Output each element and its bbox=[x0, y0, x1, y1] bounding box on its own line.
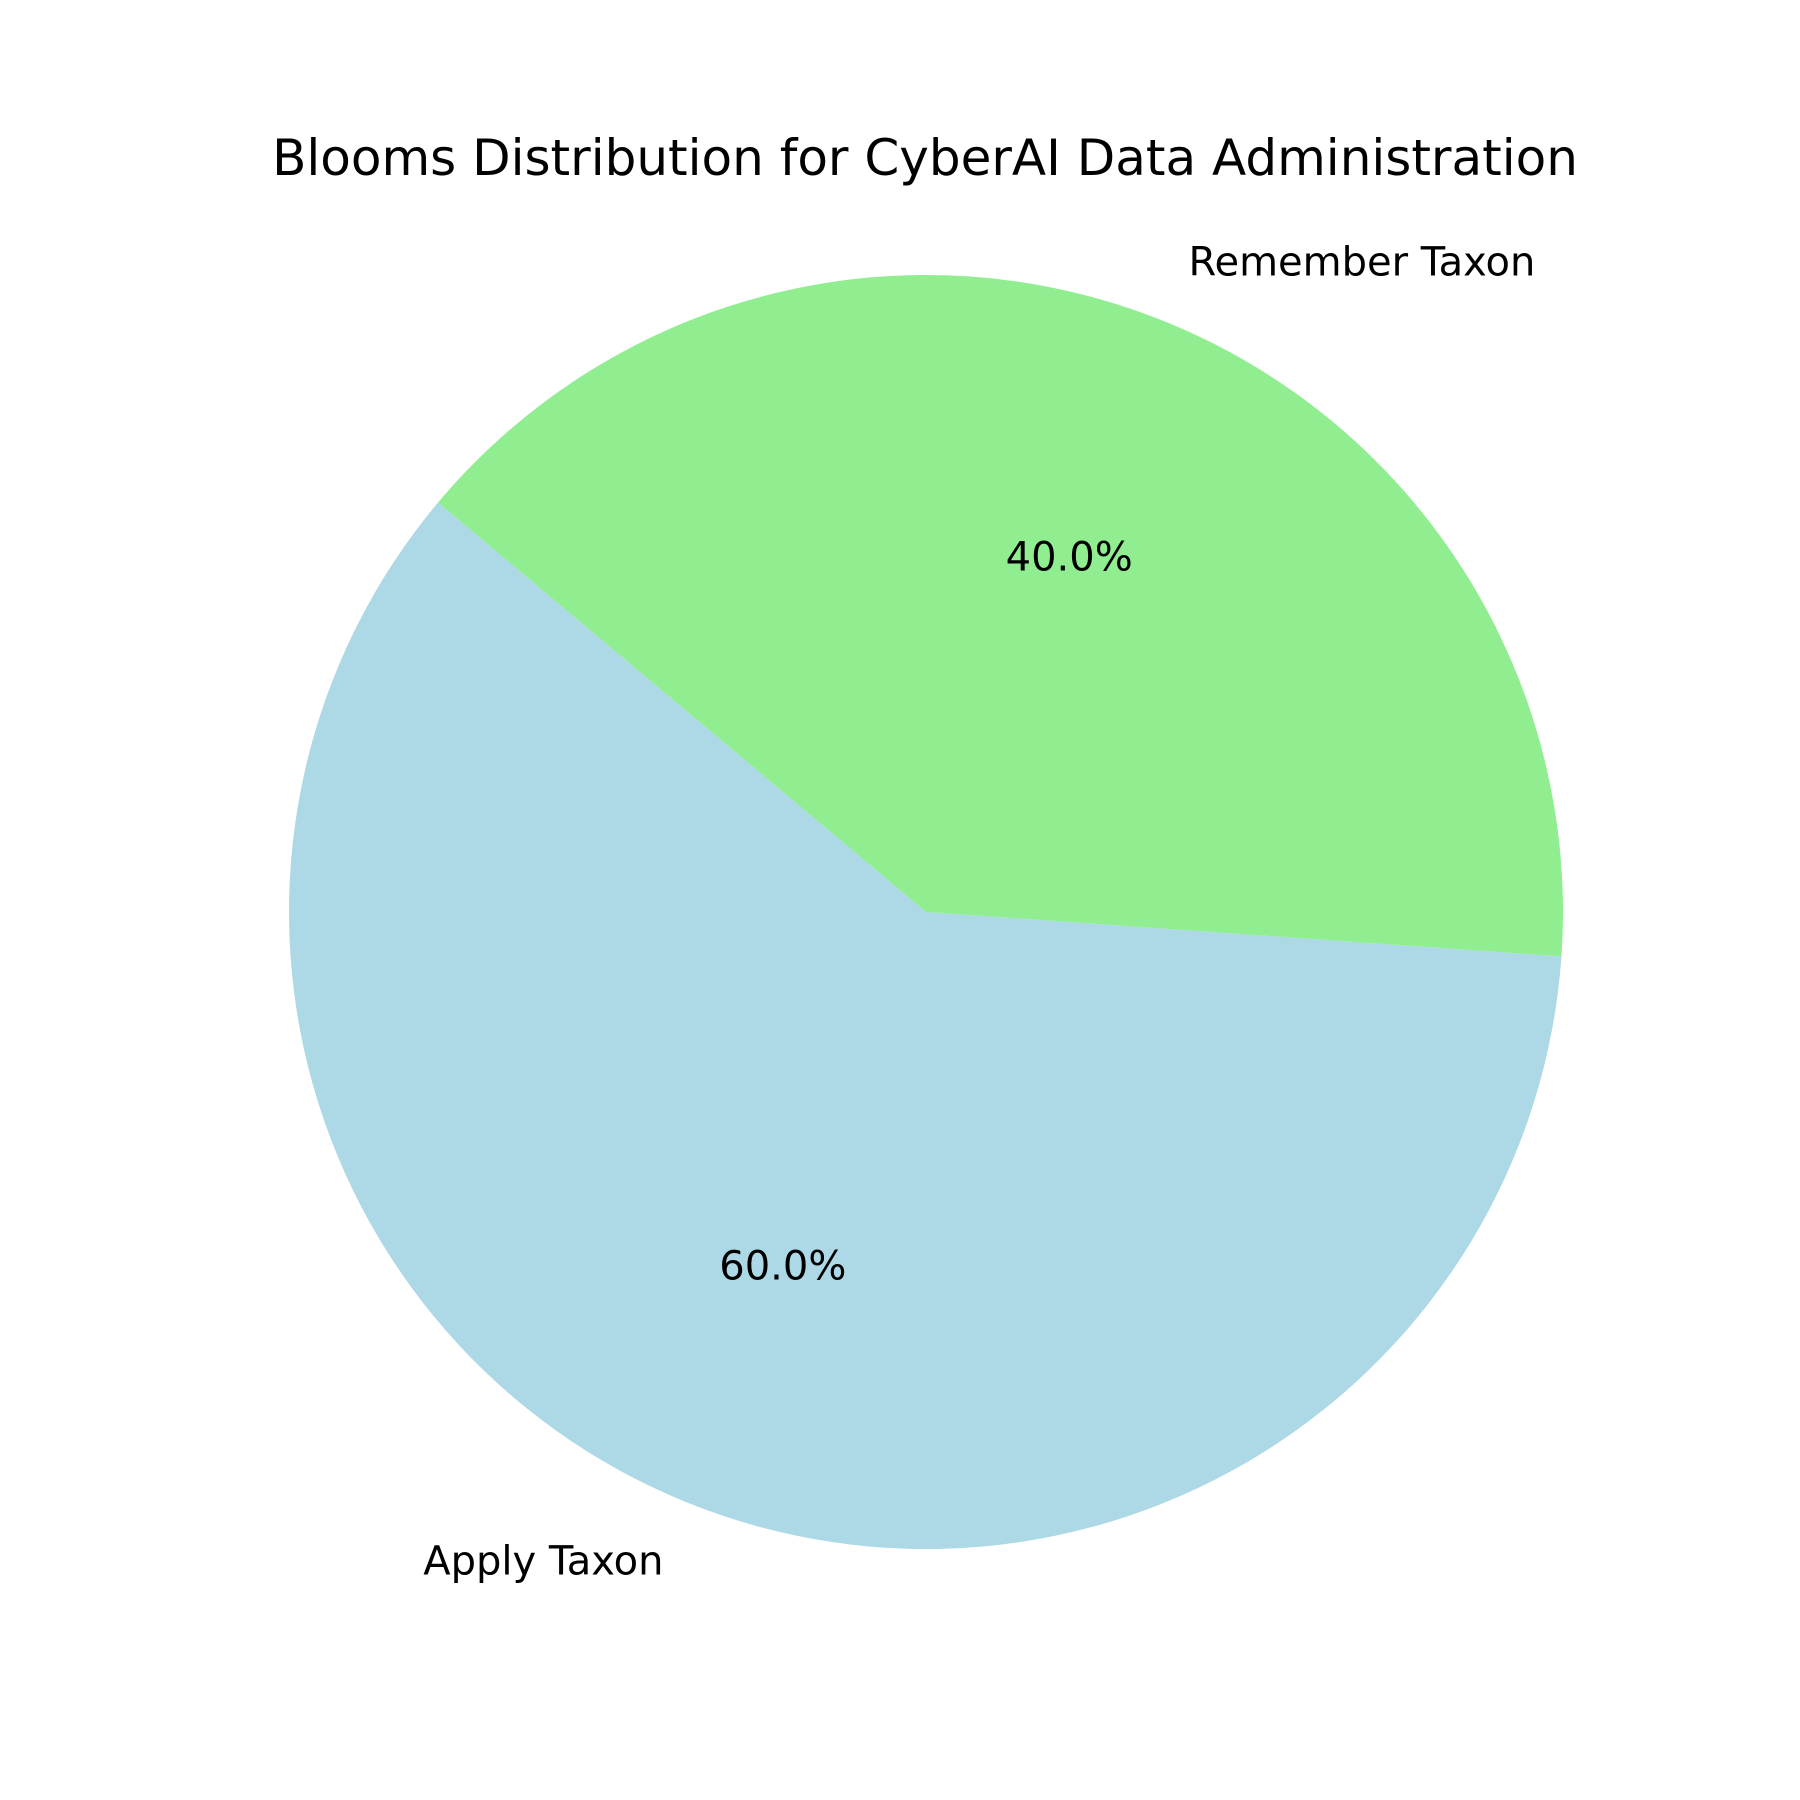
pie-slice-remember-taxon bbox=[438, 274, 1564, 957]
pct-label-remember-taxon: 40.0% bbox=[1006, 535, 1133, 581]
pct-label-apply-taxon: 60.0% bbox=[719, 1243, 846, 1289]
pie-slice-apply-taxon bbox=[289, 502, 1562, 1549]
chart-title: Blooms Distribution for CyberAI Data Adm… bbox=[272, 129, 1578, 187]
pie-slices bbox=[289, 274, 1564, 1549]
slice-label-apply-taxon: Apply Taxon bbox=[423, 1539, 663, 1585]
slice-label-remember-taxon: Remember Taxon bbox=[1188, 239, 1535, 285]
pie-labels: 60.0% Apply Taxon 40.0% Remember Taxon bbox=[423, 239, 1535, 1584]
